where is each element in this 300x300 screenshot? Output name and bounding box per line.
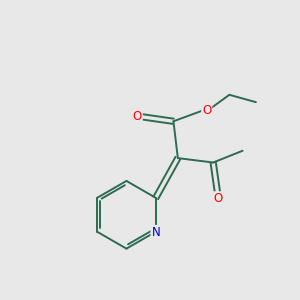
Text: N: N (152, 226, 160, 239)
Text: O: O (213, 192, 222, 205)
Text: O: O (202, 104, 211, 118)
Text: O: O (133, 110, 142, 123)
